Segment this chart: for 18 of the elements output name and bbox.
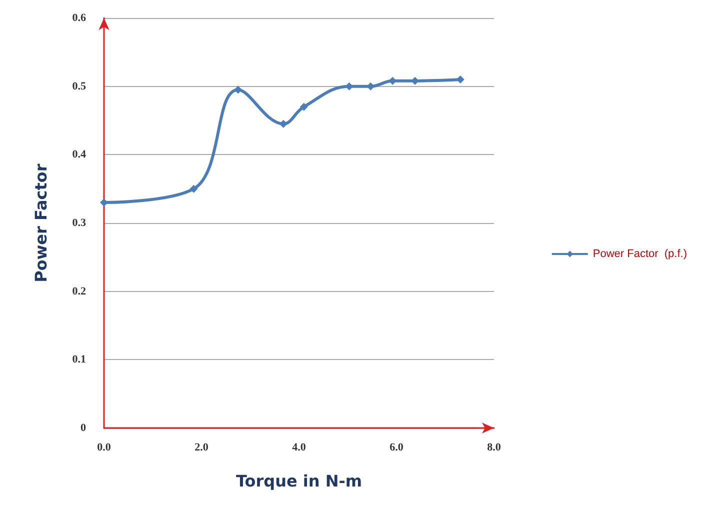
x-tick-label: 4.0 <box>292 442 306 454</box>
legend-label: Power Factor (p.f.) <box>592 248 688 260</box>
x-tick-label: 2.0 <box>194 442 209 454</box>
y-tick-label: 0.5 <box>72 80 86 92</box>
x-tick-label: 8.0 <box>487 442 502 454</box>
y-axis-title: Power Factor <box>32 164 50 282</box>
y-tick-label: 0.4 <box>72 148 86 161</box>
y-tick-label: 0.1 <box>72 354 86 366</box>
point <box>190 184 198 193</box>
x-tick-label: 0.0 <box>97 442 112 454</box>
x-axis-title: Torque in N-m <box>236 472 362 490</box>
point <box>234 86 242 94</box>
point <box>300 102 308 111</box>
y-tick-label: 0.2 <box>72 285 86 298</box>
y-tick-label: 0.3 <box>72 217 86 229</box>
y-tick-label: 0 <box>80 422 86 434</box>
x-tick-label: 6.0 <box>390 442 404 454</box>
y-tick-label: 0.6 <box>72 12 86 24</box>
